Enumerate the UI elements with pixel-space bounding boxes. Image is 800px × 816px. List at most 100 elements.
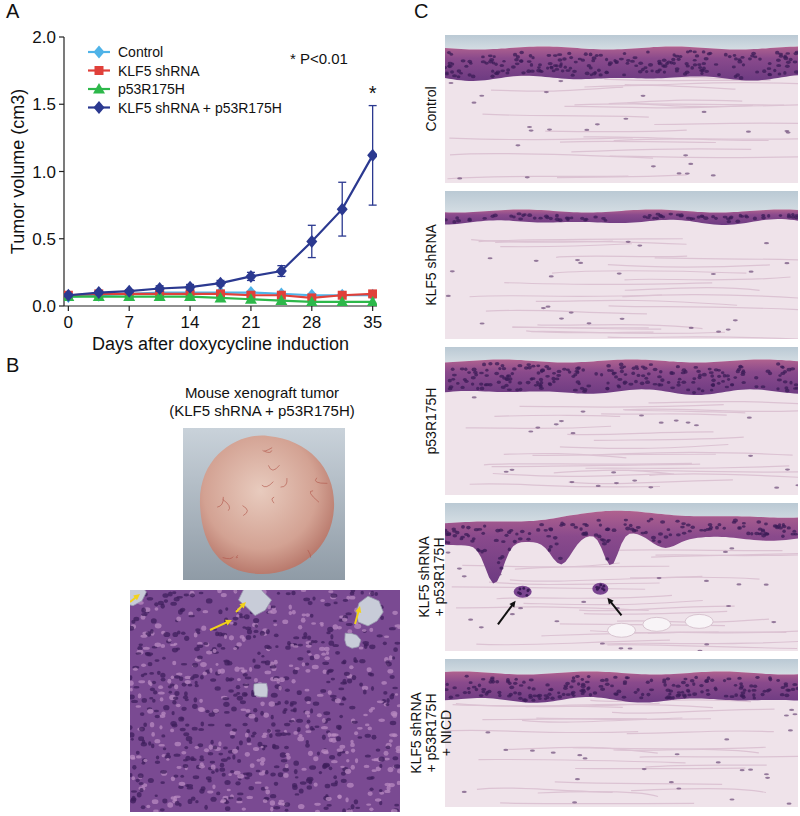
nucleus: [236, 685, 241, 689]
collagen-fiber: [608, 337, 798, 339]
nucleus: [605, 58, 608, 62]
nucleus: [351, 765, 355, 770]
nucleus: [733, 376, 737, 379]
nucleus: [162, 657, 166, 660]
nucleus: [230, 735, 235, 739]
fibroblast: [462, 575, 467, 577]
nucleus: [645, 70, 648, 73]
nucleus: [346, 623, 353, 626]
nucleus: [496, 71, 501, 74]
collagen-fiber: [504, 283, 712, 285]
collagen-fiber: [536, 718, 711, 720]
nucleus: [192, 727, 198, 731]
collagen-fiber: [614, 139, 798, 141]
y-tick-label: 0.0: [32, 297, 56, 316]
nucleus: [474, 373, 478, 376]
annotation: *: [369, 82, 377, 104]
nucleus: [274, 782, 279, 786]
collagen-fiber: [452, 587, 645, 589]
nucleus: [562, 57, 566, 61]
nucleus: [471, 376, 476, 379]
nucleus: [795, 51, 798, 54]
nucleus: [211, 771, 215, 774]
nucleus: [552, 380, 555, 383]
nucleus: [470, 539, 475, 542]
nucleus: [339, 703, 344, 705]
collagen-fiber: [500, 802, 694, 804]
nucleus: [240, 635, 245, 639]
nucleus: [534, 384, 538, 387]
nucleus: [273, 676, 280, 680]
nucleus: [162, 799, 167, 804]
nucleus: [737, 526, 740, 529]
nucleus: [569, 67, 572, 70]
nucleus: [180, 717, 183, 720]
nucleus: [349, 596, 355, 600]
nucleus: [392, 656, 395, 659]
nucleus: [351, 804, 355, 809]
nucleus: [748, 57, 752, 60]
nucleus: [137, 646, 142, 650]
nucleus: [544, 365, 549, 368]
nucleus: [397, 704, 400, 707]
epidermis: [445, 47, 798, 81]
nucleus: [131, 797, 137, 801]
nucleus: [366, 803, 371, 805]
nucleus: [539, 378, 543, 382]
collagen-fiber: [592, 452, 792, 455]
nucleus: [619, 363, 624, 367]
nucleus: [319, 771, 322, 774]
series-line: [68, 155, 372, 295]
nucleus: [155, 607, 159, 611]
keratin-pearl: [130, 590, 146, 606]
nucleus: [287, 641, 291, 646]
nucleus: [219, 768, 225, 772]
nucleus: [617, 378, 622, 381]
nucleus: [376, 748, 381, 751]
nucleus: [225, 724, 231, 727]
nucleus: [507, 388, 512, 391]
nucleus: [293, 760, 299, 765]
fibroblast: [623, 118, 628, 120]
nucleus: [304, 696, 311, 701]
nucleus: [236, 642, 241, 646]
nucleus: [626, 62, 630, 65]
nucleus: [765, 370, 770, 373]
error-cap: [338, 182, 346, 183]
fibroblast: [571, 432, 576, 434]
nucleus: [327, 627, 333, 632]
row-label: Control: [423, 86, 439, 131]
nucleus: [160, 770, 167, 774]
nucleus: [593, 215, 598, 218]
fibroblast: [785, 468, 790, 470]
fibroblast: [457, 568, 462, 570]
nucleus: [160, 673, 165, 678]
nucleus: [392, 733, 397, 737]
nucleus: [693, 59, 697, 62]
nucleus: [158, 601, 164, 605]
nucleus: [767, 214, 770, 218]
nucleus: [394, 804, 399, 807]
nucleus: [546, 535, 551, 538]
nucleus: [620, 369, 624, 373]
nucleus: [294, 769, 298, 774]
fibroblast: [546, 306, 551, 308]
fibroblast: [468, 619, 473, 621]
nucleus: [312, 728, 315, 731]
nucleus: [472, 368, 477, 372]
nucleus: [397, 769, 400, 774]
nucleus: [664, 535, 669, 538]
vessel: [272, 497, 274, 503]
nucleus: [395, 624, 400, 627]
nucleus: [298, 804, 305, 809]
nucleus: [130, 695, 135, 700]
nucleus: [468, 73, 472, 76]
nucleus: [568, 371, 571, 374]
nucleus: [228, 677, 234, 680]
nucleus: [259, 772, 265, 776]
nucleus: [504, 534, 508, 537]
nucleus: [565, 69, 570, 72]
nucleus: [480, 386, 484, 390]
fibroblast: [784, 130, 789, 132]
nucleus: [464, 368, 467, 372]
